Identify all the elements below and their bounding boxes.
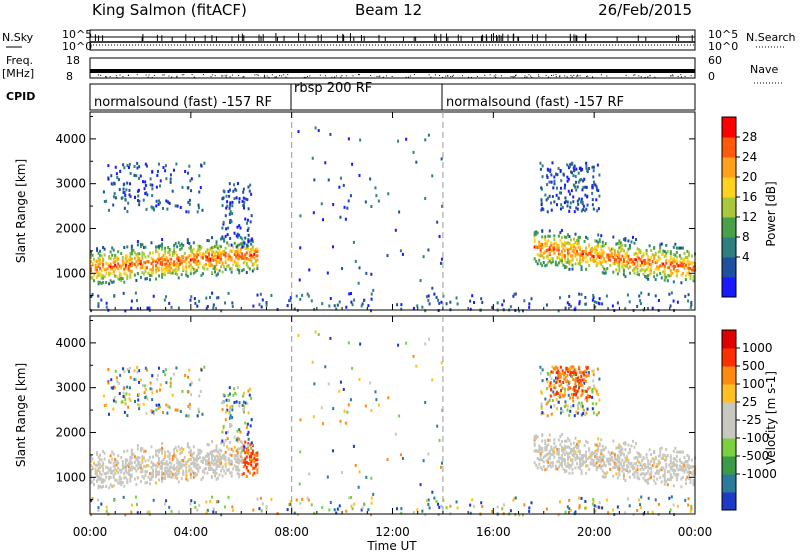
colorbar-tick: 8 bbox=[742, 230, 750, 244]
noise-left-tick-bottom: 10^0 bbox=[62, 40, 92, 53]
y-tick-label: 4000 bbox=[55, 336, 86, 350]
colorbar-tick: 500 bbox=[742, 359, 765, 373]
colorbar-segment bbox=[722, 157, 736, 178]
colorbar-tick: 24 bbox=[742, 150, 757, 164]
freq-tick-bottom: 8 bbox=[66, 70, 73, 83]
y-tick-label: 2000 bbox=[55, 425, 86, 439]
colorbar-tick: -25 bbox=[742, 413, 762, 427]
nsky-label: N.Sky bbox=[2, 31, 34, 44]
colorbar-segment bbox=[722, 456, 736, 475]
colorbar-tick: 100 bbox=[742, 377, 765, 391]
velocity-ylabel: Slant Range [km] bbox=[14, 363, 28, 467]
freq-label: Freq. bbox=[6, 54, 33, 67]
power-colorbar-label: Power [dB] bbox=[764, 181, 778, 246]
x-tick-label: 00:00 bbox=[73, 525, 108, 539]
freq-unit-label: [MHz] bbox=[2, 67, 34, 80]
mode-label-2: rbsp 200 RF bbox=[294, 81, 372, 96]
colorbar-segment bbox=[722, 330, 736, 349]
x-tick-label: 00:00 bbox=[678, 525, 713, 539]
colorbar-tick: 20 bbox=[742, 170, 757, 184]
colorbar-tick: -100 bbox=[742, 431, 769, 445]
y-tick-label: 1000 bbox=[55, 266, 86, 280]
noise-strip: N.Sky N.Search 10^5 10^0 10^5 10^0 bbox=[2, 28, 796, 53]
mode-label-3: normalsound (fast) -157 RF bbox=[446, 95, 624, 110]
colorbar-segment bbox=[722, 420, 736, 439]
colorbar-segment bbox=[722, 237, 736, 258]
colorbar-segment bbox=[722, 384, 736, 403]
x-tick-label: 20:00 bbox=[577, 525, 612, 539]
noise-right-tick-bottom: 10^0 bbox=[708, 40, 738, 53]
y-tick-label: 4000 bbox=[55, 132, 86, 146]
x-tick-label: 04:00 bbox=[174, 525, 209, 539]
colorbar-tick: -1000 bbox=[742, 467, 777, 481]
cpid-label: CPID bbox=[6, 90, 35, 103]
y-tick-label: 2000 bbox=[55, 221, 86, 235]
noise-left-tick-top: 10^5 bbox=[62, 28, 92, 41]
freq-strip: Freq. [MHz] Nave 18 8 60 0 bbox=[2, 54, 782, 84]
station-title: King Salmon (fitACF) bbox=[92, 1, 247, 19]
colorbar-segment bbox=[722, 402, 736, 421]
colorbar-tick: 16 bbox=[742, 190, 757, 204]
y-tick-label: 1000 bbox=[55, 470, 86, 484]
colorbar-segment bbox=[722, 474, 736, 493]
velocity-data bbox=[90, 330, 696, 517]
colorbar-segment bbox=[722, 366, 736, 385]
noise-right-tick-top: 10^5 bbox=[708, 28, 738, 41]
colorbar-tick: 4 bbox=[742, 250, 750, 264]
colorbar-segment bbox=[722, 257, 736, 278]
colorbar-tick: 25 bbox=[742, 395, 757, 409]
colorbar-segment bbox=[722, 217, 736, 238]
colorbar-segment bbox=[722, 197, 736, 218]
colorbar-segment bbox=[722, 177, 736, 198]
power-panel: 1000 2000 3000 4000 Slant Range [km] bbox=[14, 111, 696, 313]
nave-label: Nave bbox=[750, 63, 778, 76]
colorbar-tick: 12 bbox=[742, 210, 757, 224]
colorbar-tick: -500 bbox=[742, 449, 769, 463]
velocity-colorbar-label: Velocity [m s-1] bbox=[764, 371, 778, 465]
colorbar-tick: 1000 bbox=[742, 341, 773, 355]
colorbar-segment bbox=[722, 277, 736, 298]
power-ylabel: Slant Range [km] bbox=[14, 159, 28, 263]
colorbar-segment bbox=[722, 438, 736, 457]
x-tick-label: 16:00 bbox=[476, 525, 511, 539]
velocity-panel: 1000 2000 3000 4000 Slant Range [km] bbox=[14, 315, 696, 517]
y-tick-label: 3000 bbox=[55, 381, 86, 395]
colorbar-segment bbox=[722, 137, 736, 158]
colorbar-segment bbox=[722, 348, 736, 367]
nave-tick-bottom: 0 bbox=[708, 70, 715, 83]
colorbar-segment bbox=[722, 117, 736, 138]
colorbar-segment bbox=[722, 492, 736, 511]
power-data bbox=[90, 126, 696, 313]
y-tick-label: 3000 bbox=[55, 177, 86, 191]
beam-title: Beam 12 bbox=[355, 1, 422, 19]
colorbar-tick: 28 bbox=[742, 130, 757, 144]
nave-tick-top: 60 bbox=[708, 54, 722, 67]
x-tick-label: 12:00 bbox=[375, 525, 410, 539]
freq-tick-top: 18 bbox=[66, 54, 80, 67]
mode-label-1: normalsound (fast) -157 RF bbox=[94, 95, 272, 110]
x-tick-label: 08:00 bbox=[274, 525, 309, 539]
nsearch-label: N.Search bbox=[746, 31, 796, 44]
date-title: 26/Feb/2015 bbox=[598, 1, 692, 19]
cpid-strip: CPID normalsound (fast) -157 RF rbsp 200… bbox=[6, 81, 696, 111]
x-axis-label: Time UT bbox=[366, 539, 417, 553]
